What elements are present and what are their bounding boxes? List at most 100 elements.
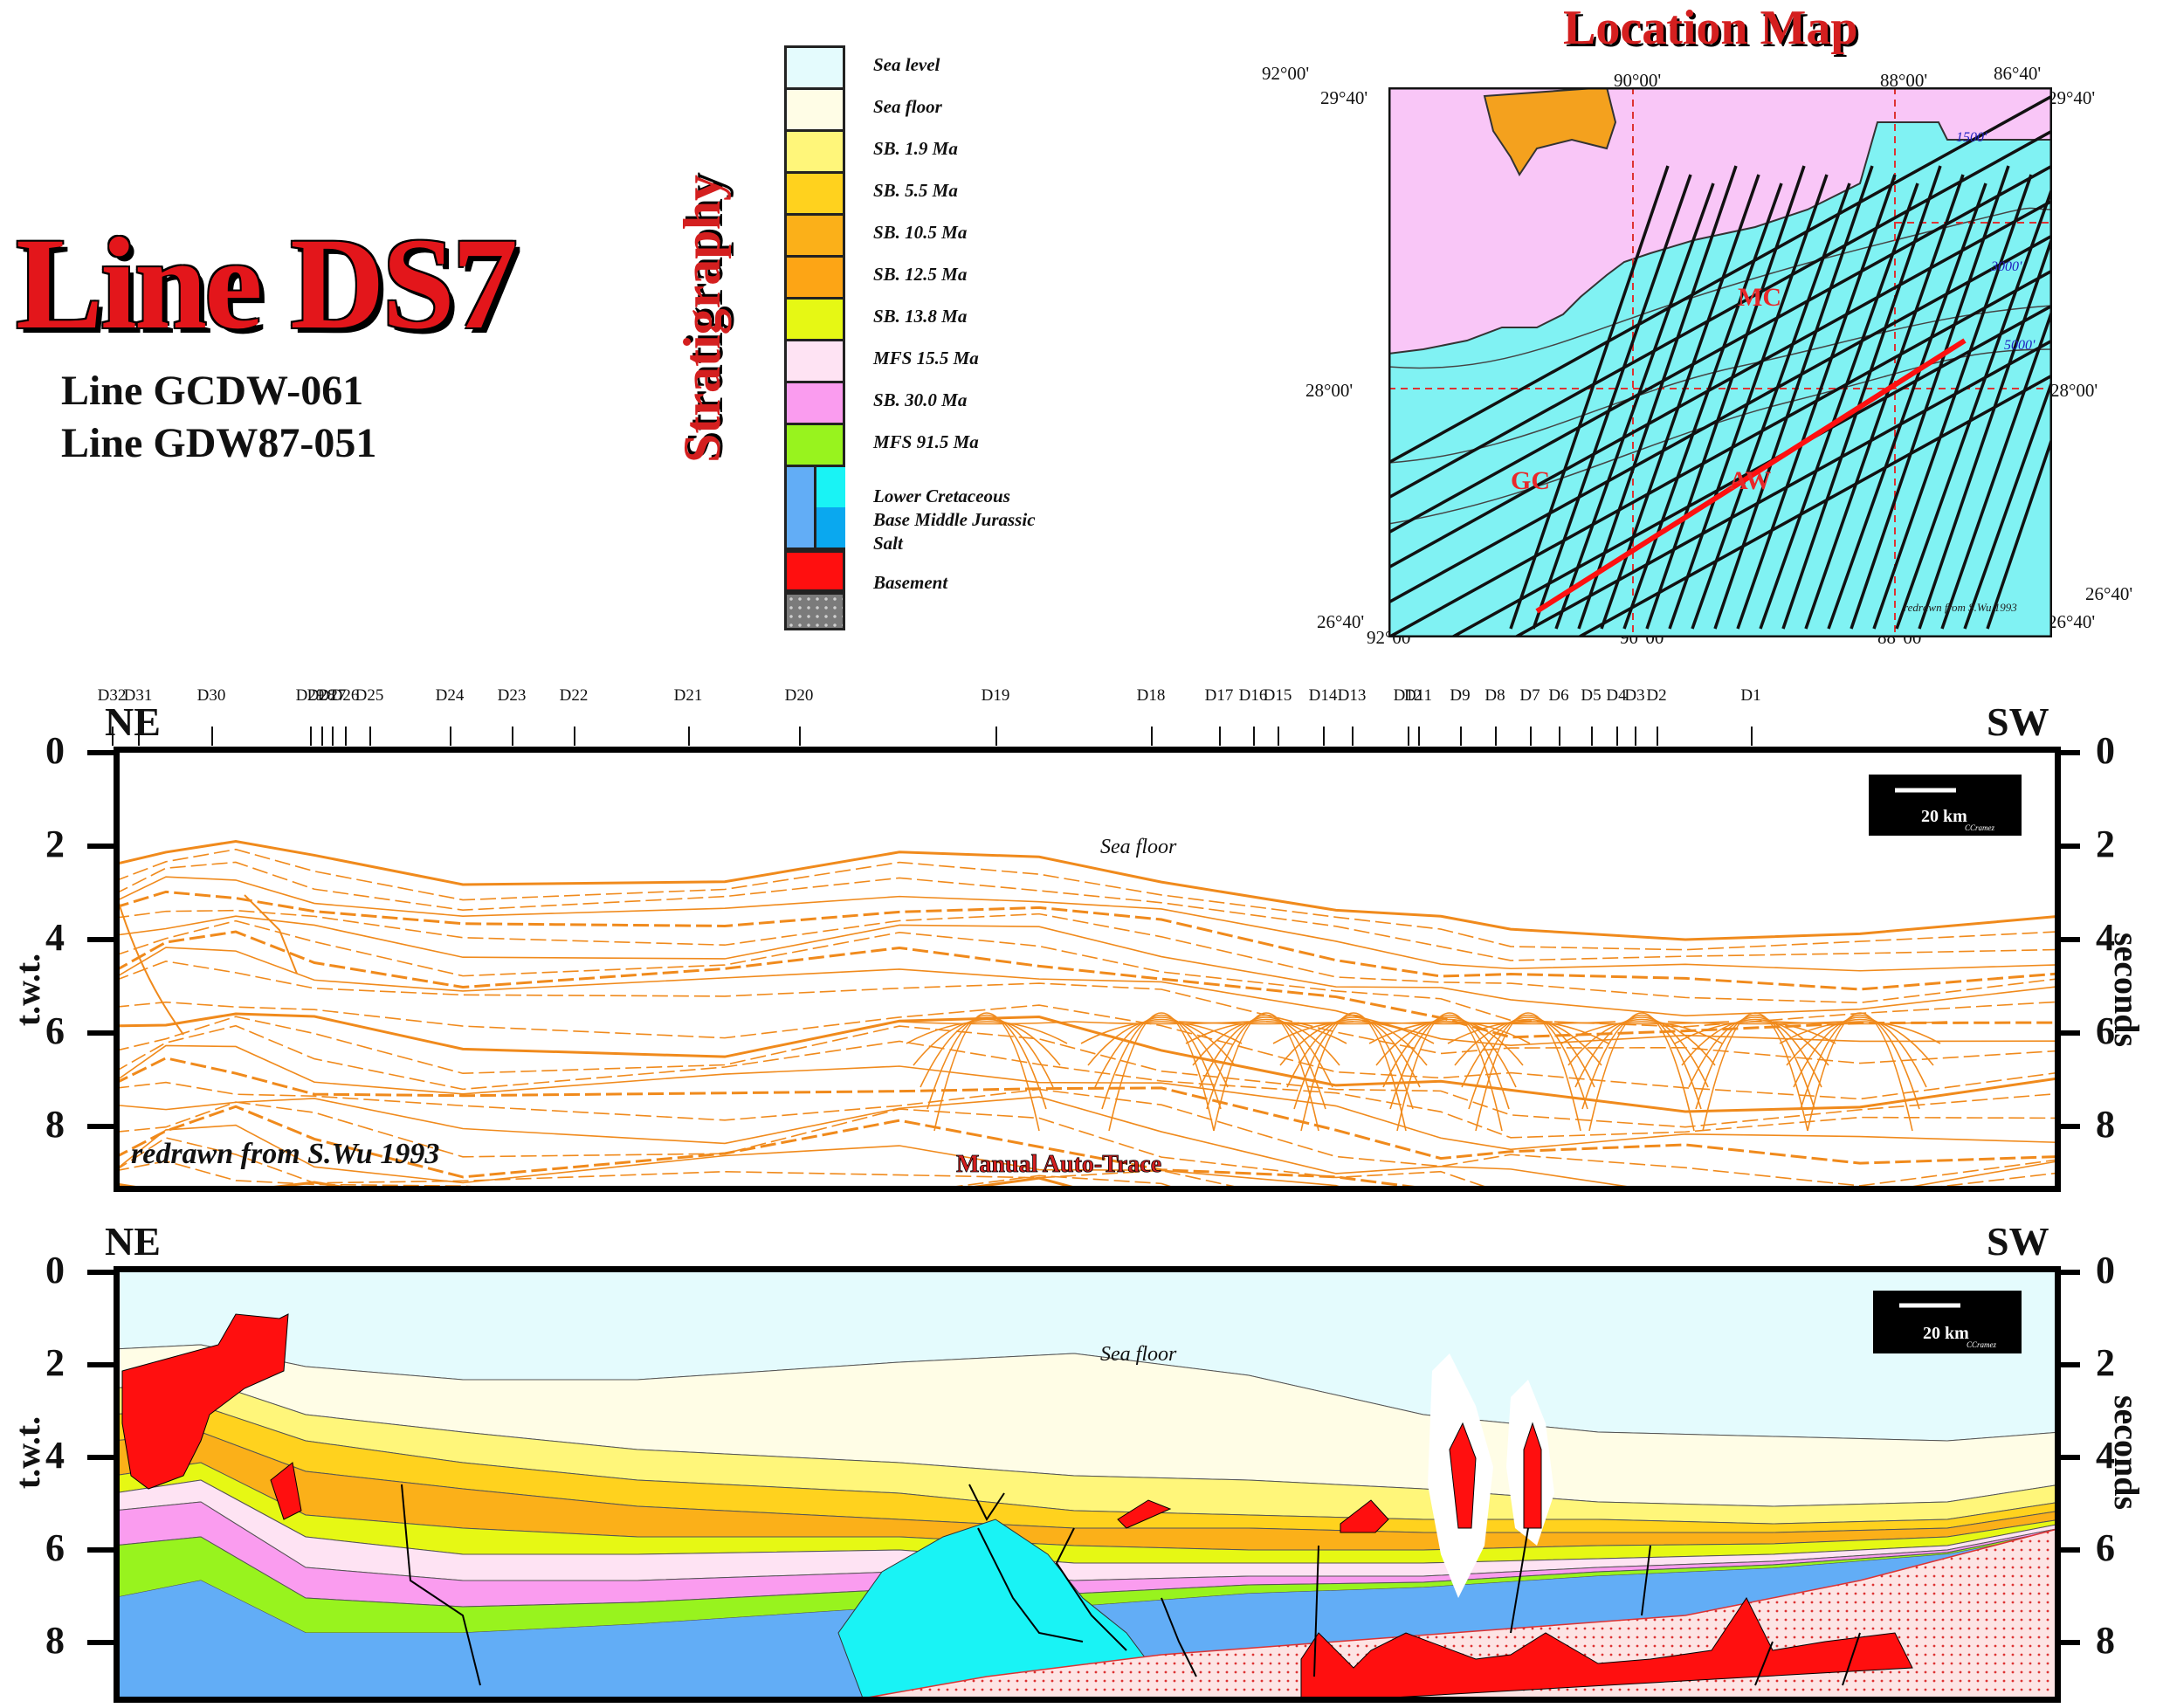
map-dip-line — [1986, 438, 2050, 630]
top-tick-mark-left-2 — [87, 844, 124, 849]
trace-fold — [1192, 1018, 1340, 1066]
map-dip-line — [1804, 174, 1965, 630]
trace-fold — [1800, 1014, 1920, 1110]
trace-horizon — [114, 839, 2061, 941]
trace-fold — [1447, 1021, 1609, 1044]
bottom-tick-mark-right-8 — [2043, 1640, 2080, 1645]
bottom-tick-left-6: 6 — [45, 1526, 65, 1569]
bottom-tick-left-4: 4 — [45, 1434, 65, 1477]
trace-subtitle: Manual Auto-Trace — [956, 1151, 1161, 1178]
lon-label-92-top: 92°00' — [1262, 63, 1310, 84]
map-dip-line — [1850, 165, 2010, 630]
bottom-tick-mark-left-0 — [87, 1270, 124, 1275]
legend-label-base-middle-jurassic: Base Middle Jurassic — [873, 509, 1036, 530]
trace-horizon — [114, 1016, 2061, 1128]
top-tick-mark-right-4 — [2043, 937, 2080, 942]
sea-floor-label-top: Sea floor — [1100, 836, 1177, 858]
well-tick-d3 — [1635, 727, 1636, 746]
well-tick-d29 — [310, 727, 312, 746]
well-tick-d17 — [1219, 727, 1221, 746]
bottom-tick-mark-right-6 — [2043, 1547, 2080, 1553]
well-label-d12: D12 — [1393, 686, 1422, 705]
well-tick-d15 — [1278, 727, 1279, 746]
trace-horizon — [114, 1105, 1448, 1192]
legend-label-mfs-15-5-ma: MFS 15.5 Ma — [873, 348, 979, 368]
top-tick-left-2: 2 — [45, 823, 65, 865]
top-tick-left-6: 6 — [45, 1009, 65, 1052]
bottom-tick-mark-right-4 — [2043, 1455, 2080, 1460]
well-tick-d2 — [1657, 727, 1658, 746]
trace-fold — [1667, 1021, 1843, 1025]
trace-fold — [1213, 1012, 1319, 1132]
legend-swatch-salt — [784, 550, 845, 592]
trace-wedge — [244, 894, 298, 975]
bottom-tick-mark-right-2 — [2043, 1362, 2080, 1367]
legend-label-sb-5-5-ma: SB. 5.5 Ma — [873, 180, 958, 201]
lat-label-28-right: 28°00' — [2050, 380, 2098, 401]
well-tick-d31 — [138, 727, 140, 746]
main-title: Line DS7 — [16, 211, 518, 356]
well-tick-d7 — [1530, 727, 1532, 746]
well-label-d21: D21 — [673, 686, 703, 705]
well-tick-d13 — [1352, 727, 1354, 746]
trace-horizon — [114, 947, 2061, 1046]
map-strike-line — [1390, 270, 2050, 636]
well-tick-d16 — [1253, 727, 1255, 746]
trace-horizon — [114, 861, 2061, 961]
map-strike-line — [1578, 375, 2050, 636]
legend-swatch-9 — [784, 423, 845, 467]
trace-horizon — [114, 1001, 2061, 1100]
top-tick-mark-left-0 — [87, 750, 124, 755]
well-tick-d14 — [1323, 727, 1325, 746]
legend-swatch-jurassic — [814, 467, 845, 548]
lat-label-28-left: 28°00' — [1305, 380, 1354, 401]
map-dip-line — [1554, 183, 1715, 630]
well-tick-d26 — [345, 727, 347, 746]
subtitle-line-2: Line GDW87-051 — [61, 420, 377, 466]
well-label-d23: D23 — [497, 686, 527, 705]
trace-fold — [1779, 1021, 1941, 1044]
well-tick-d32 — [112, 727, 114, 746]
contour-label-5000: 5000' — [2004, 338, 2036, 353]
bottom-tick-mark-right-0 — [2043, 1270, 2080, 1275]
map-strike-line — [1451, 305, 2050, 636]
legend-swatch-3 — [784, 171, 845, 216]
well-tick-d25 — [369, 727, 371, 746]
map-strike-line — [1390, 200, 2050, 568]
trace-fold — [1279, 1018, 1428, 1066]
well-tick-d12 — [1408, 727, 1409, 746]
well-label-d32: D32 — [97, 686, 127, 705]
map-strike-line — [1390, 130, 2050, 499]
trace-fold — [1454, 1018, 1602, 1066]
trace-fold — [1560, 1021, 1723, 1044]
trace-fold — [1681, 1018, 1829, 1066]
left-axis-label-top: t.w.t. — [8, 953, 48, 1027]
top-tick-left-8: 8 — [45, 1103, 65, 1146]
well-label-d2: D2 — [1646, 686, 1667, 705]
left-axis-label-bottom: t.w.t. — [8, 1415, 48, 1490]
trace-fold — [1807, 1012, 1913, 1132]
trace-fold — [1396, 1012, 1503, 1132]
well-label-d6: D6 — [1548, 686, 1569, 705]
scale-credit-top: CCramez — [1965, 823, 1995, 832]
bottom-tick-mark-left-8 — [87, 1640, 124, 1645]
contour-label-1500: 1500' — [1956, 130, 1987, 145]
map-dip-line — [1713, 165, 1874, 630]
well-label-d17: D17 — [1204, 686, 1234, 705]
delta-area — [1483, 89, 1617, 176]
map-dip-line — [1872, 174, 2033, 630]
trace-fold — [1272, 1021, 1435, 1044]
map-dip-line — [1759, 183, 1919, 630]
trace-fold — [1108, 1012, 1215, 1132]
trace-fold — [1265, 1021, 1442, 1025]
legend-swatch-4 — [784, 213, 845, 258]
well-label-d18: D18 — [1136, 686, 1166, 705]
region-label-mc: MC — [1738, 283, 1781, 312]
map-dip-line — [1963, 382, 2050, 630]
well-tick-d5 — [1591, 727, 1593, 746]
trace-fold — [1375, 1018, 1524, 1066]
land-area — [1390, 89, 2050, 355]
well-tick-d27 — [332, 727, 334, 746]
trace-fold — [913, 1018, 1061, 1066]
bottom-tick-mark-left-4 — [87, 1455, 124, 1460]
